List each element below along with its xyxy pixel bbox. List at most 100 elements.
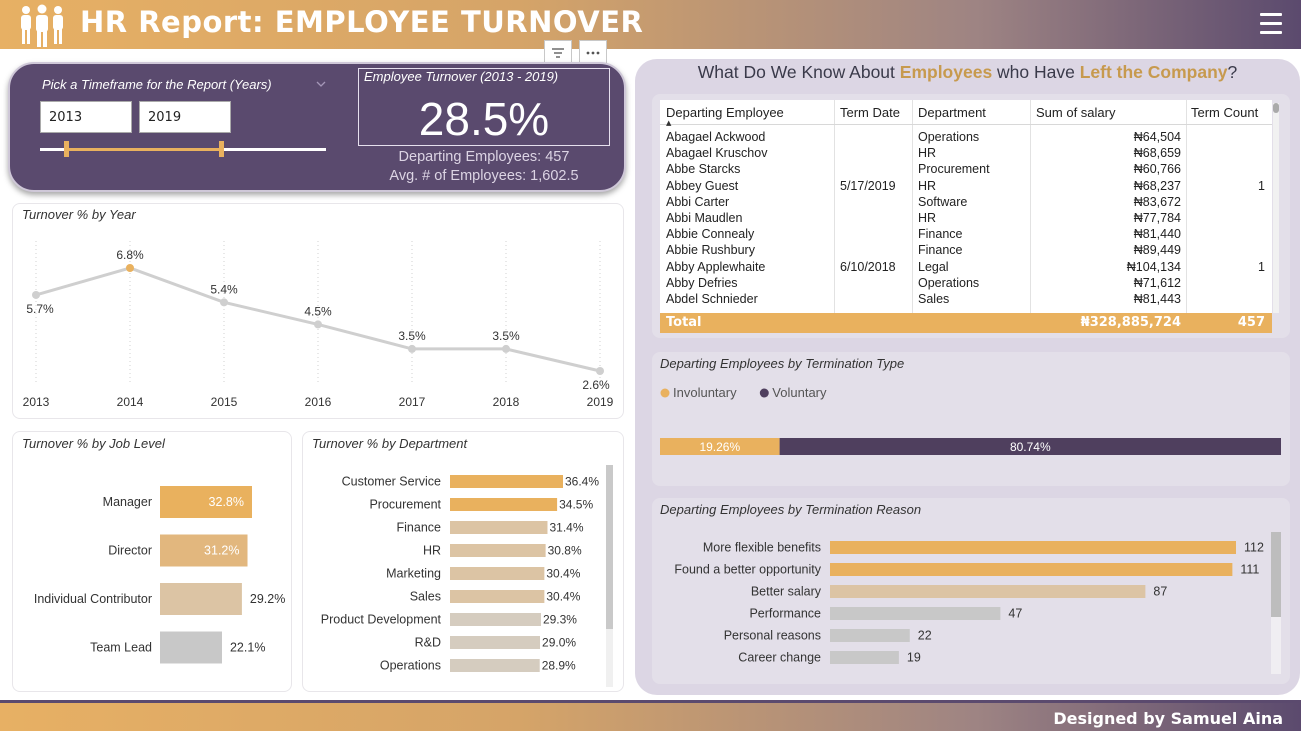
header-bar bbox=[0, 0, 1301, 49]
column-header-department[interactable]: Department bbox=[918, 105, 986, 120]
employee-name-cell: Abbie Connealy bbox=[666, 227, 755, 242]
title-suffix: ? bbox=[1227, 62, 1238, 82]
category-label: Team Lead bbox=[90, 641, 152, 655]
category-label: Finance bbox=[397, 521, 442, 535]
sort-ascending-icon[interactable]: ▲ bbox=[666, 119, 672, 127]
table-row[interactable]: Abbie Connealy Finance ₦81,440 bbox=[660, 226, 1272, 242]
termination-reason-bar bbox=[830, 563, 1233, 576]
table-row[interactable]: Abbey Guest 5/17/2019 HR ₦68,237 1 bbox=[660, 178, 1272, 194]
employee-name-cell: Abby Applewhaite bbox=[666, 259, 766, 274]
salary-cell: ₦81,440 bbox=[1133, 227, 1181, 242]
salary-cell: ₦68,237 bbox=[1133, 178, 1181, 193]
column-header-term-date[interactable]: Term Date bbox=[840, 105, 900, 120]
value-label: 22.1% bbox=[230, 641, 265, 655]
header-divider-line bbox=[660, 124, 1272, 125]
column-header-salary[interactable]: Sum of salary bbox=[1036, 105, 1116, 120]
column-divider bbox=[1186, 100, 1187, 313]
table-row[interactable]: Abdel Schnieder Sales ₦81,443 bbox=[660, 291, 1272, 307]
legend-marker bbox=[660, 388, 670, 398]
turnover-by-year-chart: 2013 2014 2015 2016 2017 2018 2019 5.7% 6.8% 5.4%… bbox=[23, 241, 614, 409]
salary-cell: ₦77,784 bbox=[1133, 211, 1181, 225]
total-salary: ₦328,885,724 bbox=[1080, 315, 1181, 330]
table-body: … Abagael AckwoodOperations₦64,504Abagae… bbox=[660, 129, 1272, 313]
table-row[interactable]: Abbe Starcks Procurement ₦60,766 bbox=[660, 161, 1272, 177]
value-label: 111 bbox=[1240, 563, 1259, 577]
column-header-term-count[interactable]: Term Count bbox=[1191, 105, 1259, 120]
employee-name-cell: Abby Defries bbox=[666, 275, 738, 290]
kpi-value: 28.5% bbox=[418, 93, 550, 145]
value-label: 36.4% bbox=[565, 475, 599, 489]
employee-name-cell: Abbi Maudlen bbox=[666, 211, 743, 225]
table-row[interactable]: Abbi Carter Software ₦83,672 bbox=[660, 194, 1272, 210]
department-bar bbox=[450, 521, 548, 534]
department-bar bbox=[450, 613, 541, 626]
department-cell: Sales bbox=[918, 292, 950, 306]
column-divider bbox=[912, 100, 913, 313]
salary-cell: ₦64,504 bbox=[1133, 130, 1181, 144]
table-row[interactable]: Abby Defries Operations ₦71,612 bbox=[660, 275, 1272, 291]
table-row[interactable]: Abby Applewhaite 6/10/2018 Legal ₦104,134 1 bbox=[660, 259, 1272, 275]
termination-reason-bar bbox=[830, 585, 1146, 598]
table-scrollbar-thumb[interactable] bbox=[1273, 103, 1279, 113]
term-date-cell: 5/17/2019 bbox=[840, 178, 896, 193]
turnover-by-department-chart: Customer Service 36.4% Procurement 34.5% Fin… bbox=[321, 465, 613, 687]
slider-end-handle[interactable] bbox=[219, 141, 224, 157]
term-date-cell: 6/10/2018 bbox=[840, 259, 896, 274]
legend-marker bbox=[759, 388, 769, 398]
people-icon bbox=[18, 4, 66, 48]
hamburger-menu-icon[interactable] bbox=[1260, 13, 1284, 37]
category-label: Operations bbox=[380, 659, 441, 673]
data-label: 5.4% bbox=[210, 282, 238, 296]
term-count-cell: 1 bbox=[1258, 178, 1265, 193]
data-point bbox=[502, 344, 510, 353]
turnover-by-job-level-title: Turnover % by Job Level bbox=[22, 436, 165, 451]
x-tick-label: 2017 bbox=[399, 395, 426, 409]
category-label: More flexible benefits bbox=[703, 541, 821, 555]
job-level-bar bbox=[160, 486, 252, 518]
data-point bbox=[32, 290, 40, 299]
employee-name-cell: Abbe Starcks bbox=[666, 162, 741, 177]
table-scrollbar[interactable] bbox=[1273, 103, 1279, 313]
footer-divider bbox=[0, 700, 1301, 703]
termination-reason-title: Departing Employees by Termination Reaso… bbox=[660, 502, 922, 517]
title-highlight-left-company: Left the Company bbox=[1079, 62, 1228, 82]
job-level-bar bbox=[160, 631, 222, 664]
departing-employees-table[interactable]: Departing Employee ▲ Term Date Departmen… bbox=[660, 100, 1272, 333]
value-label: 30.4% bbox=[546, 590, 580, 604]
reason-chart-scrollbar-thumb[interactable] bbox=[1271, 532, 1281, 617]
x-tick-label: 2018 bbox=[493, 395, 520, 409]
column-divider bbox=[1030, 100, 1031, 313]
termination-reason-chart: More flexible benefits 112 Found a better … bbox=[674, 541, 1264, 665]
table-row[interactable]: Abbie Rushbury Finance ₦89,449 bbox=[660, 242, 1272, 258]
data-label: 5.7% bbox=[26, 302, 54, 316]
slider-start-handle[interactable] bbox=[64, 141, 69, 157]
column-header-employee[interactable]: Departing Employee bbox=[666, 105, 784, 120]
more-options-icon[interactable] bbox=[579, 40, 607, 66]
timeframe-label: Pick a Timeframe for the Report (Years) bbox=[42, 77, 272, 92]
category-label: Career change bbox=[738, 651, 821, 665]
departed-section-title: What Do We Know About Employees who Have… bbox=[635, 62, 1300, 83]
termination-type-chart: Involuntary Voluntary 19.26% 80.74% bbox=[660, 385, 1281, 455]
end-year-input[interactable]: 2019 bbox=[139, 101, 231, 133]
total-label: Total bbox=[666, 315, 702, 330]
salary-cell: ₦60,766 bbox=[1133, 162, 1181, 177]
table-row[interactable]: Abagael Ackwood Operations ₦64,504 bbox=[660, 129, 1272, 145]
termination-type-segment bbox=[779, 438, 1281, 455]
turnover-line bbox=[35, 266, 601, 373]
table-row[interactable]: Abagael Kruschov HR ₦68,659 bbox=[660, 145, 1272, 161]
start-year-input[interactable]: 2013 bbox=[40, 101, 132, 133]
value-label: 22 bbox=[918, 629, 932, 643]
filter-icon[interactable] bbox=[544, 40, 572, 66]
table-row[interactable]: Abbi Maudlen HR ₦77,784 bbox=[660, 210, 1272, 226]
department-cell: Legal bbox=[918, 259, 949, 274]
department-cell: Finance bbox=[918, 243, 963, 258]
category-label: Sales bbox=[410, 590, 441, 604]
footer-credit: Designed by Samuel Aina bbox=[1053, 709, 1283, 728]
timeframe-slider-range bbox=[66, 148, 222, 151]
job-level-bar bbox=[160, 534, 248, 567]
table-total-row: Total ₦328,885,724 457 bbox=[660, 313, 1272, 333]
x-tick-label: 2019 bbox=[587, 395, 614, 409]
employee-name-cell: Abbi Carter bbox=[666, 194, 730, 209]
chevron-down-icon[interactable] bbox=[316, 80, 326, 88]
turnover-by-department-title: Turnover % by Department bbox=[312, 436, 468, 451]
